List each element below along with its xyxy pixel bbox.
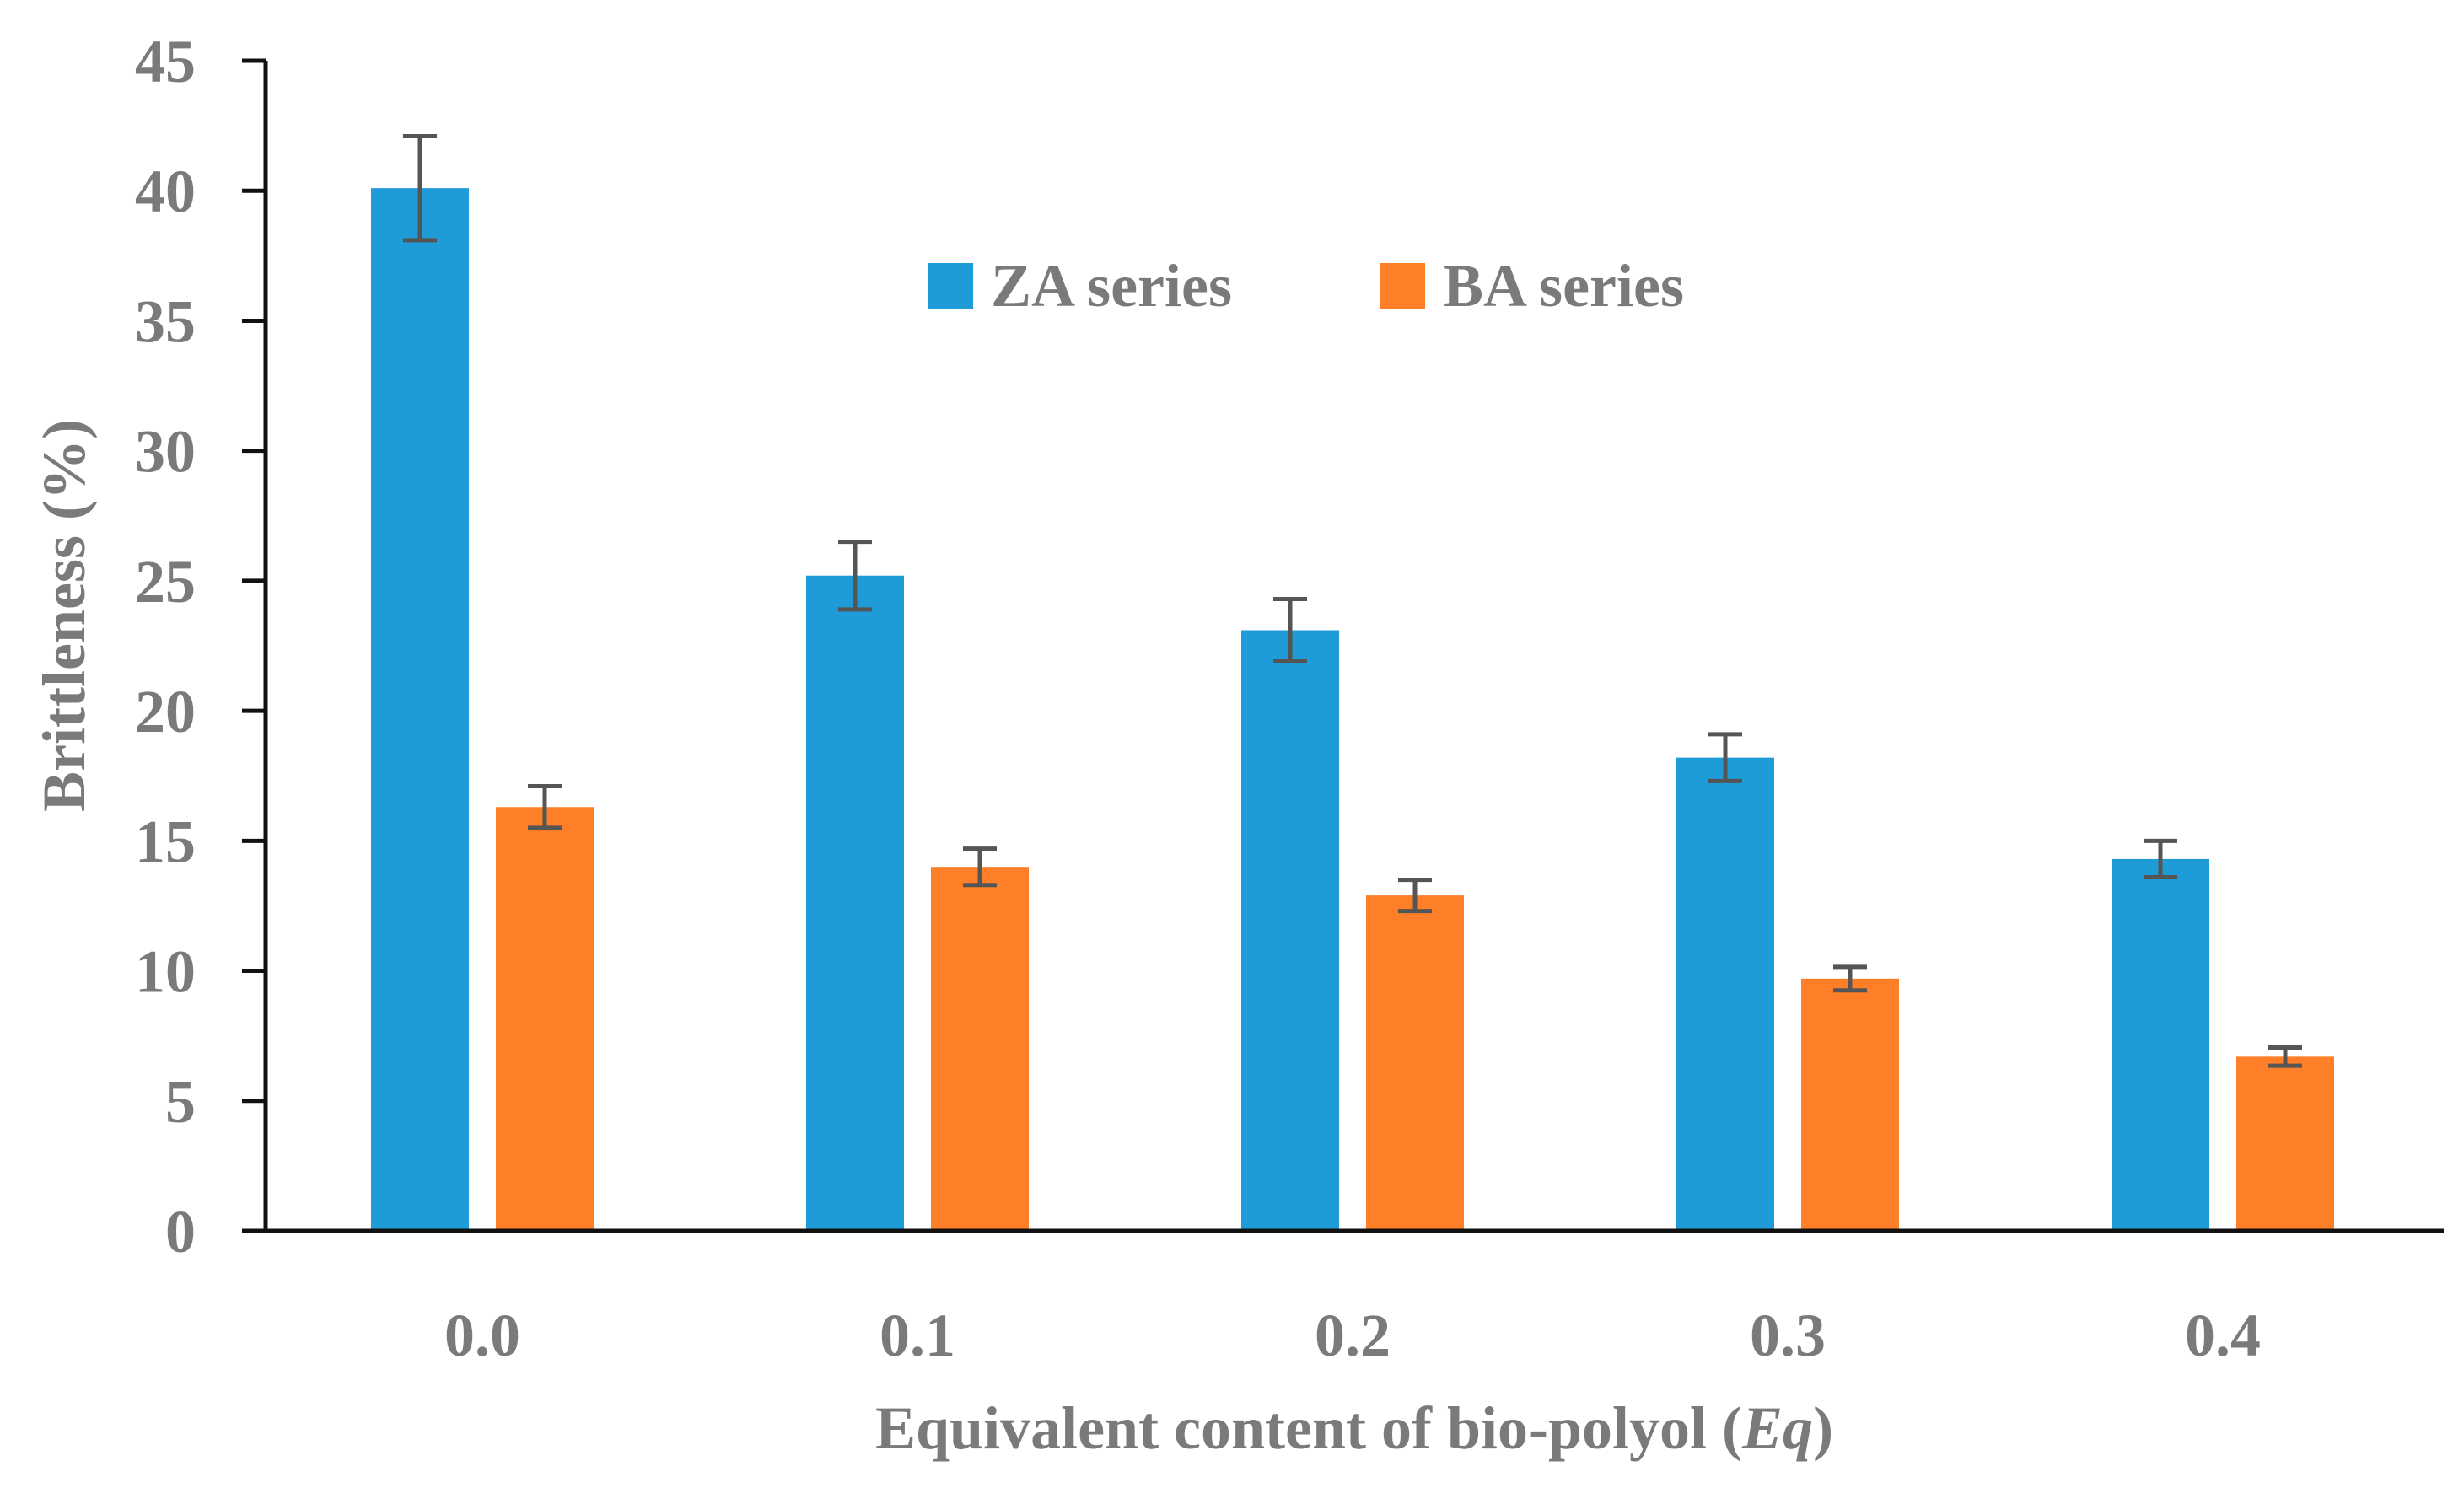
x-axis-title: Equivalent content of bio-polyol (Eq) — [875, 1394, 1833, 1462]
y-tick-label-15: 15 — [135, 808, 196, 875]
error-bar-ba-series-0.3 — [1833, 964, 1867, 993]
bar-za-series-0.1 — [806, 575, 904, 1231]
error-bar-za-series-0.0 — [403, 133, 437, 243]
y-tick-label-20: 20 — [135, 678, 196, 745]
x-axis-title-text: Equivalent content of bio-polyol ( — [875, 1394, 1742, 1462]
y-axis-title: Brittleness (%) — [30, 419, 98, 812]
error-bar-ba-series-0.1 — [963, 846, 997, 888]
legend: ZA series BA series — [928, 252, 1684, 320]
bar-ba-series-0.3 — [1801, 978, 1899, 1231]
bar-ba-series-0.1 — [931, 867, 1029, 1231]
error-bar-ba-series-0.2 — [1398, 878, 1432, 914]
x-axis-title-variable: Eq — [1741, 1394, 1813, 1462]
error-bar-ba-series-0.0 — [528, 784, 562, 830]
bar-ba-series-0.4 — [2236, 1056, 2334, 1231]
bar-za-series-0.2 — [1241, 630, 1339, 1231]
bar-za-series-0.0 — [371, 188, 469, 1231]
error-bar-za-series-0.3 — [1708, 732, 1742, 783]
y-tick-label-25: 25 — [135, 548, 196, 615]
bar-za-series-0.3 — [1676, 757, 1774, 1231]
x-axis-title-close: ) — [1813, 1394, 1833, 1462]
legend-swatch — [928, 263, 973, 309]
y-tick-label-10: 10 — [135, 938, 196, 1006]
y-tick-label-40: 40 — [135, 158, 196, 225]
legend-label: BA series — [1443, 252, 1684, 320]
y-tick-label-45: 45 — [135, 28, 196, 95]
x-tick-label-0.4: 0.4 — [2185, 1302, 2261, 1369]
x-tick-label-0.0: 0.0 — [444, 1302, 520, 1369]
error-bar-za-series-0.2 — [1273, 596, 1307, 664]
error-bars-layer — [403, 133, 2302, 1068]
axes-layer: 0 5 10 15 20 25 30 35 40 45 0.0 0.1 0.2 0.3 0.4 — [135, 28, 2444, 1369]
x-tick-label-0.2: 0.2 — [1315, 1302, 1391, 1369]
error-bar-za-series-0.1 — [838, 540, 872, 612]
legend-item-za-series: ZA series — [928, 252, 1232, 320]
error-bar-za-series-0.4 — [2144, 838, 2177, 880]
bar-za-series-0.4 — [2112, 858, 2209, 1231]
x-tick-label-0.1: 0.1 — [880, 1302, 955, 1369]
legend-item-ba-series: BA series — [1380, 252, 1684, 320]
x-tick-label-0.3: 0.3 — [1750, 1302, 1826, 1369]
bar-ba-series-0.0 — [496, 807, 594, 1231]
y-tick-label-30: 30 — [135, 418, 196, 486]
y-tick-label-5: 5 — [165, 1068, 196, 1136]
y-tick-label-0: 0 — [165, 1198, 196, 1265]
bar-ba-series-0.2 — [1366, 895, 1464, 1231]
bars-layer — [371, 188, 2334, 1231]
y-tick-label-35: 35 — [135, 287, 196, 355]
error-bar-ba-series-0.4 — [2268, 1045, 2302, 1068]
legend-swatch — [1380, 263, 1425, 309]
legend-label: ZA series — [991, 252, 1232, 320]
